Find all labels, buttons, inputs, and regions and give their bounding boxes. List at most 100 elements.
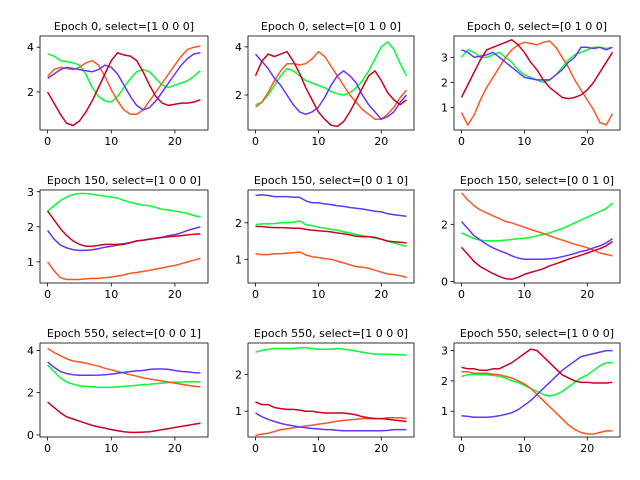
- subplot-title: Epoch 550, select=[1 0 0 0]: [254, 327, 408, 340]
- series-line-2-1: [460, 40, 614, 126]
- series-line-8-2: [461, 349, 613, 419]
- series-line-0-2: [47, 52, 201, 111]
- y-tick-label: 4: [27, 41, 34, 54]
- y-tick-label: 2: [27, 86, 34, 99]
- series-line-8-0: [461, 361, 613, 397]
- series-line-5-0: [461, 202, 614, 242]
- subplot-title: Epoch 150, select=[0 0 1 0]: [460, 174, 614, 187]
- series-line-3-1: [46, 257, 201, 281]
- x-tick-label: 10: [517, 442, 531, 455]
- subplot-4: 0 10 20 1 2 Epoch 150, select=[0 0 1 0]: [235, 174, 415, 301]
- series-line-0-3: [46, 52, 201, 127]
- y-tick-label: 3: [441, 51, 448, 64]
- x-tick-label: 10: [311, 442, 325, 455]
- y-tick-label: 2: [235, 368, 242, 381]
- y-tick-label: 1: [441, 101, 448, 114]
- y-tick-label: 3: [27, 186, 34, 199]
- x-tick-label: 20: [374, 288, 388, 301]
- x-tick-label: 20: [374, 135, 388, 148]
- series-line-1-2: [254, 53, 408, 120]
- series-line-6-2: [47, 361, 201, 377]
- x-tick-label: 10: [311, 288, 325, 301]
- y-tick-label: 1: [27, 256, 34, 269]
- series-line-3-0: [47, 192, 201, 218]
- x-tick-label: 20: [580, 288, 594, 301]
- y-tick-label: 2: [441, 76, 448, 89]
- subplot-title: Epoch 0, select=[0 1 0 0]: [467, 20, 607, 33]
- axes-frame: [39, 189, 209, 284]
- x-tick-label: 10: [311, 135, 325, 148]
- axes-frame: [39, 342, 209, 438]
- y-tick-label: 2: [27, 387, 34, 400]
- axes-frame: [453, 342, 621, 438]
- y-tick-label: 1: [441, 405, 448, 418]
- y-tick-label: 1: [235, 405, 242, 418]
- x-tick-label: 20: [168, 288, 182, 301]
- x-tick-label: 0: [44, 135, 51, 148]
- subplot-8: 0 10 20 1 2 3 Epoch 550, select=[1 0 0 0]: [441, 327, 621, 455]
- series-line-7-1: [255, 417, 407, 436]
- y-tick-label: 2: [441, 218, 448, 231]
- series-line-7-3: [255, 401, 407, 423]
- y-tick-label: 2: [235, 89, 242, 102]
- series-line-0-0: [47, 53, 201, 103]
- subplot-7: 0 10 20 1 2 Epoch 550, select=[1 0 0 0]: [235, 327, 415, 455]
- x-tick-label: 20: [374, 442, 388, 455]
- y-tick-label: 4: [27, 344, 34, 357]
- axes-frame: [453, 189, 621, 284]
- series-line-8-3: [461, 348, 613, 384]
- axes-frame: [247, 189, 415, 284]
- series-line-5-3: [460, 240, 613, 281]
- x-tick-label: 0: [44, 288, 51, 301]
- x-tick-label: 10: [517, 288, 531, 301]
- x-tick-label: 20: [580, 442, 594, 455]
- x-tick-label: 10: [104, 442, 118, 455]
- x-tick-label: 0: [44, 442, 51, 455]
- y-tick-label: 2: [235, 217, 242, 230]
- series-line-5-1: [460, 192, 613, 257]
- axes-frame: [453, 35, 621, 131]
- x-tick-label: 10: [104, 288, 118, 301]
- series-line-1-0: [255, 41, 408, 106]
- series-line-4-1: [255, 251, 407, 279]
- x-tick-label: 0: [252, 288, 259, 301]
- subplot-title: Epoch 150, select=[1 0 0 0]: [47, 174, 201, 187]
- subplot-5: 0 10 20 0 2 Epoch 150, select=[0 0 1 0]: [441, 174, 621, 301]
- subplot-3: 0 10 20 1 2 3 Epoch 150, select=[1 0 0 0]: [27, 174, 209, 301]
- series-line-4-2: [255, 193, 407, 218]
- subplot-6: 0 10 20 0 2 4 Epoch 550, select=[0 0 0 1]: [27, 327, 209, 455]
- series-line-8-1: [461, 371, 613, 435]
- y-tick-label: 4: [235, 41, 242, 54]
- x-tick-label: 20: [168, 442, 182, 455]
- x-tick-label: 0: [252, 442, 259, 455]
- x-tick-label: 20: [168, 135, 182, 148]
- y-tick-label: 2: [27, 221, 34, 234]
- series-line-2-2: [461, 46, 613, 81]
- y-tick-label: 0: [27, 429, 34, 442]
- series-line-3-3: [46, 210, 201, 247]
- y-tick-label: 3: [441, 345, 448, 358]
- series-line-4-0: [255, 220, 407, 248]
- axes-frame: [247, 342, 415, 438]
- subplot-2: 0 10 20 1 2 3 Epoch 0, select=[0 1 0 0]: [441, 20, 621, 148]
- series-line-6-3: [47, 401, 201, 434]
- subplot-title: Epoch 0, select=[0 1 0 0]: [261, 20, 401, 33]
- series-line-7-2: [255, 412, 407, 432]
- subplot-title: Epoch 150, select=[0 0 1 0]: [254, 174, 408, 187]
- axes-frame: [39, 35, 209, 131]
- series-line-7-0: [255, 347, 407, 356]
- series-line-0-1: [47, 45, 201, 116]
- subplot-title: Epoch 0, select=[1 0 0 0]: [54, 20, 194, 33]
- y-tick-label: 0: [441, 276, 448, 289]
- y-tick-label: 1: [235, 253, 242, 266]
- series-line-1-3: [254, 50, 407, 128]
- x-tick-label: 0: [458, 288, 465, 301]
- axes-frame: [247, 35, 415, 131]
- subplot-0: 0 10 20 2 4 Epoch 0, select=[1 0 0 0]: [27, 20, 209, 148]
- series-line-5-2: [460, 221, 613, 260]
- series-line-2-3: [460, 39, 614, 100]
- x-tick-label: 0: [252, 135, 259, 148]
- subplot-1: 0 10 20 2 4 Epoch 0, select=[0 1 0 0]: [235, 20, 415, 148]
- subplot-title: Epoch 550, select=[1 0 0 0]: [460, 327, 614, 340]
